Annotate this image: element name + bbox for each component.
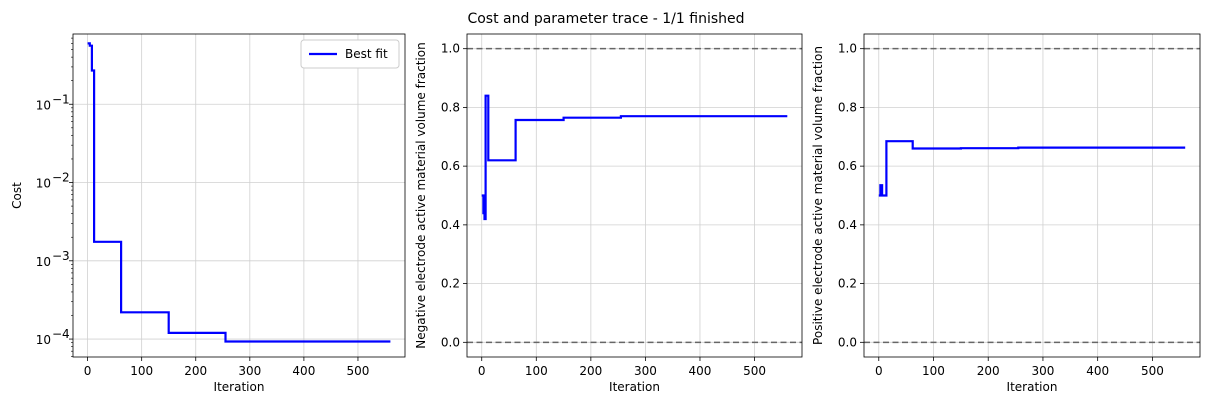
y-tick-label: 0.6 — [838, 159, 857, 173]
x-tick-label: 400 — [689, 364, 712, 378]
legend-box — [300, 39, 400, 69]
x-tick-label: 500 — [1141, 364, 1164, 378]
y-tick-label: 1.0 — [838, 42, 857, 56]
x-tick-label: 300 — [238, 364, 261, 378]
plot-frame — [466, 33, 803, 358]
y-tick-label: 0.2 — [441, 277, 460, 291]
y-axis-label: Negative electrode active material volum… — [414, 42, 428, 348]
y-tick-label: 0.0 — [441, 335, 460, 349]
y-tick-label: 0.8 — [441, 100, 460, 114]
x-tick-label: 0 — [478, 364, 486, 378]
y-tick-exponent: −2 — [52, 171, 70, 185]
y-tick-exponent: −4 — [52, 327, 70, 341]
x-tick-label: 300 — [634, 364, 657, 378]
legend: Best fit — [300, 39, 400, 69]
x-tick-label: 100 — [525, 364, 548, 378]
y-tick-label: 0.2 — [838, 277, 857, 291]
x-tick-label: 400 — [292, 364, 315, 378]
y-tick-label: 0.8 — [838, 100, 857, 114]
x-tick-label: 100 — [130, 364, 153, 378]
x-tick-label: 0 — [875, 364, 883, 378]
x-axis-label: Iteration — [609, 380, 660, 394]
y-tick-label: 1.0 — [441, 42, 460, 56]
x-axis-label: Iteration — [1007, 380, 1058, 394]
x-tick-label: 500 — [347, 364, 370, 378]
y-tick-label: 10 — [36, 333, 51, 347]
x-tick-label: 100 — [922, 364, 945, 378]
series-line — [481, 94, 788, 221]
plot-frame — [72, 33, 406, 358]
x-tick-label: 200 — [184, 364, 207, 378]
y-tick-exponent: −1 — [52, 92, 70, 106]
x-axis-label: Iteration — [214, 380, 265, 394]
figure-title: Cost and parameter trace - 1/1 finished — [467, 11, 744, 27]
series-line — [87, 42, 391, 343]
y-tick-label: 10 — [36, 177, 51, 191]
y-tick-label: 0.0 — [838, 335, 857, 349]
y-tick-label: 0.4 — [838, 218, 857, 232]
x-tick-label: 500 — [743, 364, 766, 378]
legend-label: Best fit — [345, 47, 388, 61]
y-tick-label: 0.6 — [441, 159, 460, 173]
y-tick-label: 10 — [36, 255, 51, 269]
y-tick-label: 0.4 — [441, 218, 460, 232]
x-tick-label: 0 — [84, 364, 92, 378]
plot-frame — [863, 33, 1201, 358]
x-tick-label: 300 — [1031, 364, 1054, 378]
x-tick-label: 200 — [977, 364, 1000, 378]
series-line — [878, 140, 1186, 197]
y-axis-label: Cost — [10, 182, 24, 209]
y-axis-label: Positive electrode active material volum… — [811, 46, 825, 345]
negative-electrode-panel: 0 100 200 300 400 500 0.0 0.2 0.4 0.6 0.8 1.0 Iterat… — [414, 33, 803, 394]
x-tick-label: 200 — [579, 364, 602, 378]
x-tick-label: 400 — [1086, 364, 1109, 378]
y-tick-label: 10 — [36, 98, 51, 112]
positive-electrode-panel: 0 100 200 300 400 500 0.0 0.2 0.4 0.6 0.8 1.0 Iterat… — [811, 33, 1201, 394]
y-tick-exponent: −3 — [52, 249, 70, 263]
